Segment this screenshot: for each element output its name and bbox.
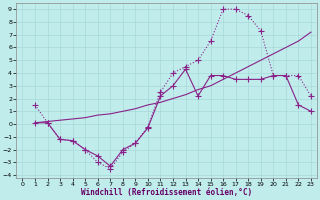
X-axis label: Windchill (Refroidissement éolien,°C): Windchill (Refroidissement éolien,°C) [81,188,252,197]
